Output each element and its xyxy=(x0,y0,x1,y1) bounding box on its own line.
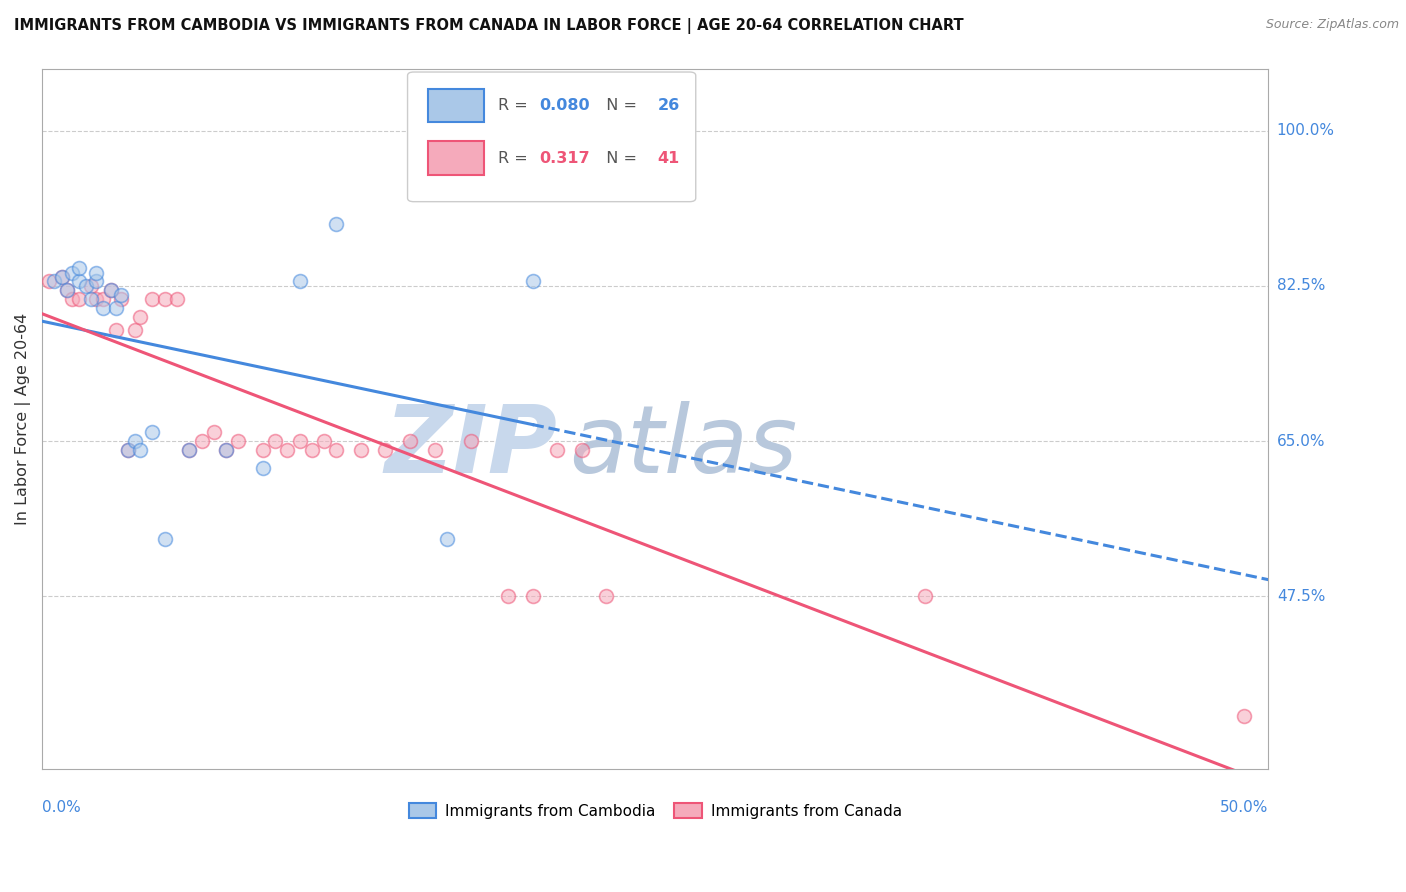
Text: N =: N = xyxy=(596,151,643,166)
Point xyxy=(276,442,298,457)
Legend: Immigrants from Cambodia, Immigrants from Canada: Immigrants from Cambodia, Immigrants fro… xyxy=(402,797,908,825)
Point xyxy=(100,283,122,297)
Point xyxy=(546,442,568,457)
FancyBboxPatch shape xyxy=(429,89,484,122)
Point xyxy=(60,266,83,280)
Point xyxy=(67,261,90,276)
Point xyxy=(496,590,519,604)
Point xyxy=(67,274,90,288)
Point xyxy=(153,292,176,306)
Point xyxy=(84,274,107,288)
Point xyxy=(55,283,77,297)
Text: IMMIGRANTS FROM CAMBODIA VS IMMIGRANTS FROM CANADA IN LABOR FORCE | AGE 20-64 CO: IMMIGRANTS FROM CAMBODIA VS IMMIGRANTS F… xyxy=(14,18,963,34)
Point xyxy=(80,292,103,306)
Point xyxy=(215,442,238,457)
Point xyxy=(325,442,347,457)
Point xyxy=(914,590,936,604)
Point xyxy=(110,287,132,301)
Point xyxy=(117,442,139,457)
Point xyxy=(325,217,347,231)
Point xyxy=(179,442,201,457)
Text: R =: R = xyxy=(498,151,533,166)
Point xyxy=(104,301,127,315)
Text: 41: 41 xyxy=(658,151,681,166)
Point xyxy=(522,274,544,288)
Point xyxy=(153,532,176,546)
Point xyxy=(202,425,225,440)
Point xyxy=(522,590,544,604)
Point xyxy=(252,460,274,475)
Text: 65.0%: 65.0% xyxy=(1277,434,1326,449)
Point xyxy=(571,442,593,457)
Point xyxy=(110,292,132,306)
Point xyxy=(51,270,73,285)
Point xyxy=(252,442,274,457)
Text: N =: N = xyxy=(596,98,643,113)
Text: atlas: atlas xyxy=(569,401,797,492)
Y-axis label: In Labor Force | Age 20-64: In Labor Force | Age 20-64 xyxy=(15,313,31,525)
Point xyxy=(117,442,139,457)
Point xyxy=(141,425,163,440)
Point xyxy=(129,310,152,324)
Point xyxy=(84,266,107,280)
Point xyxy=(399,434,422,448)
Point xyxy=(288,434,311,448)
Text: 100.0%: 100.0% xyxy=(1277,123,1334,138)
Point xyxy=(80,278,103,293)
Point xyxy=(179,442,201,457)
FancyBboxPatch shape xyxy=(408,72,696,202)
Point xyxy=(55,283,77,297)
Text: R =: R = xyxy=(498,98,533,113)
Point xyxy=(166,292,188,306)
Point xyxy=(141,292,163,306)
Point xyxy=(288,274,311,288)
Point xyxy=(190,434,212,448)
Text: ZIP: ZIP xyxy=(384,401,557,493)
Point xyxy=(350,442,373,457)
Text: 26: 26 xyxy=(658,98,681,113)
Point xyxy=(301,442,323,457)
Point xyxy=(436,532,458,546)
Point xyxy=(374,442,396,457)
Text: 82.5%: 82.5% xyxy=(1277,278,1324,293)
Text: Source: ZipAtlas.com: Source: ZipAtlas.com xyxy=(1265,18,1399,31)
Point xyxy=(60,292,83,306)
Point xyxy=(124,434,146,448)
Point xyxy=(264,434,287,448)
Text: 0.080: 0.080 xyxy=(538,98,589,113)
Text: 0.0%: 0.0% xyxy=(42,800,82,815)
Text: 47.5%: 47.5% xyxy=(1277,589,1324,604)
Point xyxy=(93,292,115,306)
Point xyxy=(104,323,127,337)
Point xyxy=(595,590,617,604)
Text: 0.317: 0.317 xyxy=(538,151,589,166)
Point xyxy=(129,442,152,457)
Point xyxy=(93,301,115,315)
Point xyxy=(38,274,60,288)
Point xyxy=(228,434,250,448)
Point xyxy=(67,292,90,306)
Point xyxy=(51,270,73,285)
FancyBboxPatch shape xyxy=(429,142,484,175)
Point xyxy=(215,442,238,457)
Point xyxy=(124,323,146,337)
Text: 50.0%: 50.0% xyxy=(1220,800,1268,815)
Point xyxy=(84,292,107,306)
Point xyxy=(100,283,122,297)
Point xyxy=(75,278,97,293)
Point xyxy=(44,274,66,288)
Point xyxy=(423,442,446,457)
Point xyxy=(1233,709,1256,723)
Point xyxy=(314,434,336,448)
Point xyxy=(460,434,482,448)
